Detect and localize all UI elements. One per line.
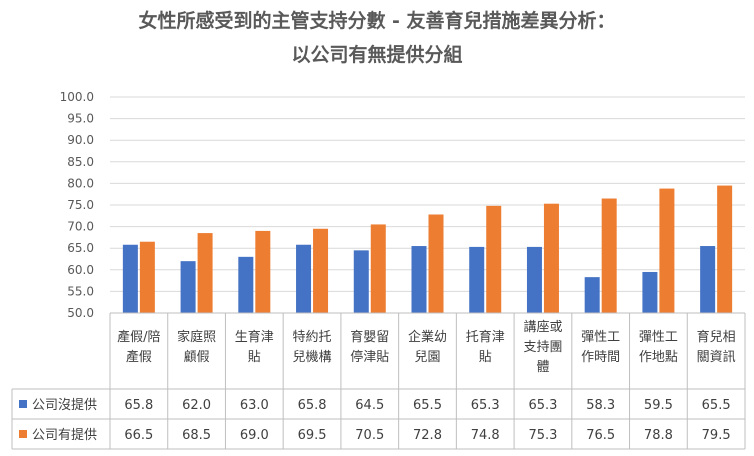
- bar-not-provided: [526, 246, 542, 313]
- data-value-label: 64.5: [355, 398, 384, 413]
- category-label: 講座或: [523, 319, 562, 335]
- category-label: 顧假: [184, 350, 210, 365]
- category-label: 彈性工: [639, 330, 678, 345]
- bar-provided: [486, 205, 502, 313]
- category-label: 生育津: [235, 329, 274, 345]
- y-tick-label: 85.0: [67, 155, 94, 169]
- category-label: 育兒相: [697, 329, 736, 345]
- category-label: 體: [536, 360, 549, 375]
- category-label: 貼: [479, 350, 492, 365]
- category-label: 家庭照: [177, 329, 216, 345]
- bar-provided: [197, 233, 213, 313]
- category-label: 產假: [126, 349, 152, 365]
- category-label: 托育津: [466, 329, 505, 345]
- data-value-label: 78.8: [644, 428, 673, 443]
- bar-not-provided: [411, 246, 427, 313]
- bar-provided: [659, 188, 675, 313]
- category-label: 特約托: [293, 330, 332, 345]
- bar-not-provided: [642, 271, 658, 313]
- y-tick-label: 55.0: [67, 284, 94, 298]
- bar-not-provided: [700, 246, 716, 313]
- data-value-label: 65.3: [471, 398, 500, 413]
- legend-label: 公司沒提供: [32, 397, 97, 413]
- y-tick-label: 100.0: [60, 90, 94, 104]
- category-label: 育嬰留: [350, 329, 389, 345]
- data-value-label: 75.3: [528, 428, 557, 443]
- bar-not-provided: [122, 244, 138, 313]
- data-value-label: 65.5: [413, 398, 442, 413]
- y-tick-label: 65.0: [67, 241, 94, 255]
- data-value-label: 65.8: [124, 398, 153, 413]
- bar-provided: [313, 228, 329, 313]
- category-label: 停津貼: [350, 349, 389, 365]
- legend-swatch: [19, 400, 27, 408]
- data-value-label: 59.5: [644, 398, 673, 413]
- legend-swatch: [19, 430, 27, 438]
- bar-provided: [255, 230, 271, 313]
- data-value-label: 79.5: [702, 428, 731, 443]
- data-value-label: 69.0: [240, 428, 269, 443]
- data-value-label: 58.3: [586, 398, 615, 413]
- data-value-label: 65.5: [702, 398, 731, 413]
- category-label: 貼: [248, 350, 261, 365]
- data-value-label: 70.5: [355, 428, 384, 443]
- bar-not-provided: [296, 244, 312, 313]
- data-value-label: 63.0: [240, 398, 269, 413]
- data-value-label: 72.8: [413, 428, 442, 443]
- y-tick-label: 50.0: [67, 306, 94, 320]
- data-value-label: 65.3: [528, 398, 557, 413]
- bar-provided: [370, 224, 386, 313]
- category-label: 作時間: [581, 350, 620, 365]
- bar-not-provided: [469, 246, 485, 313]
- bar-provided: [543, 203, 559, 313]
- legend-label: 公司有提供: [32, 427, 97, 443]
- y-tick-label: 80.0: [67, 176, 94, 190]
- category-label: 兒機構: [293, 350, 332, 365]
- data-value-label: 69.5: [298, 428, 327, 443]
- y-tick-label: 60.0: [67, 263, 94, 277]
- category-label: 企業幼: [408, 329, 447, 345]
- data-value-label: 65.8: [298, 398, 327, 413]
- bar-not-provided: [180, 261, 196, 313]
- bar-provided: [428, 214, 444, 313]
- chart-title-line1: 女性所感受到的主管支持分數 - 友善育兒措施差異分析：: [138, 10, 616, 32]
- y-tick-label: 75.0: [67, 198, 94, 212]
- category-label: 關資訊: [697, 350, 736, 365]
- bar-provided: [139, 241, 155, 313]
- category-label: 兒園: [414, 350, 440, 365]
- y-tick-label: 95.0: [67, 112, 94, 126]
- bar-not-provided: [353, 250, 369, 313]
- bar-provided: [601, 198, 617, 313]
- data-value-label: 68.5: [182, 428, 211, 443]
- bar-not-provided: [238, 256, 254, 313]
- data-value-label: 74.8: [471, 428, 500, 443]
- category-label: 作地點: [639, 350, 678, 365]
- category-label: 產假/陪: [117, 329, 160, 345]
- chart-title-line2: 以公司有無提供分組: [291, 44, 463, 66]
- category-label: 支持團: [523, 340, 562, 355]
- data-value-label: 76.5: [586, 428, 615, 443]
- data-value-label: 66.5: [124, 428, 153, 443]
- y-tick-label: 90.0: [67, 133, 94, 147]
- data-value-label: 62.0: [182, 398, 211, 413]
- bar-not-provided: [584, 277, 600, 313]
- y-tick-label: 70.0: [67, 220, 94, 234]
- bar-provided: [717, 185, 733, 313]
- category-label: 彈性工: [581, 330, 620, 345]
